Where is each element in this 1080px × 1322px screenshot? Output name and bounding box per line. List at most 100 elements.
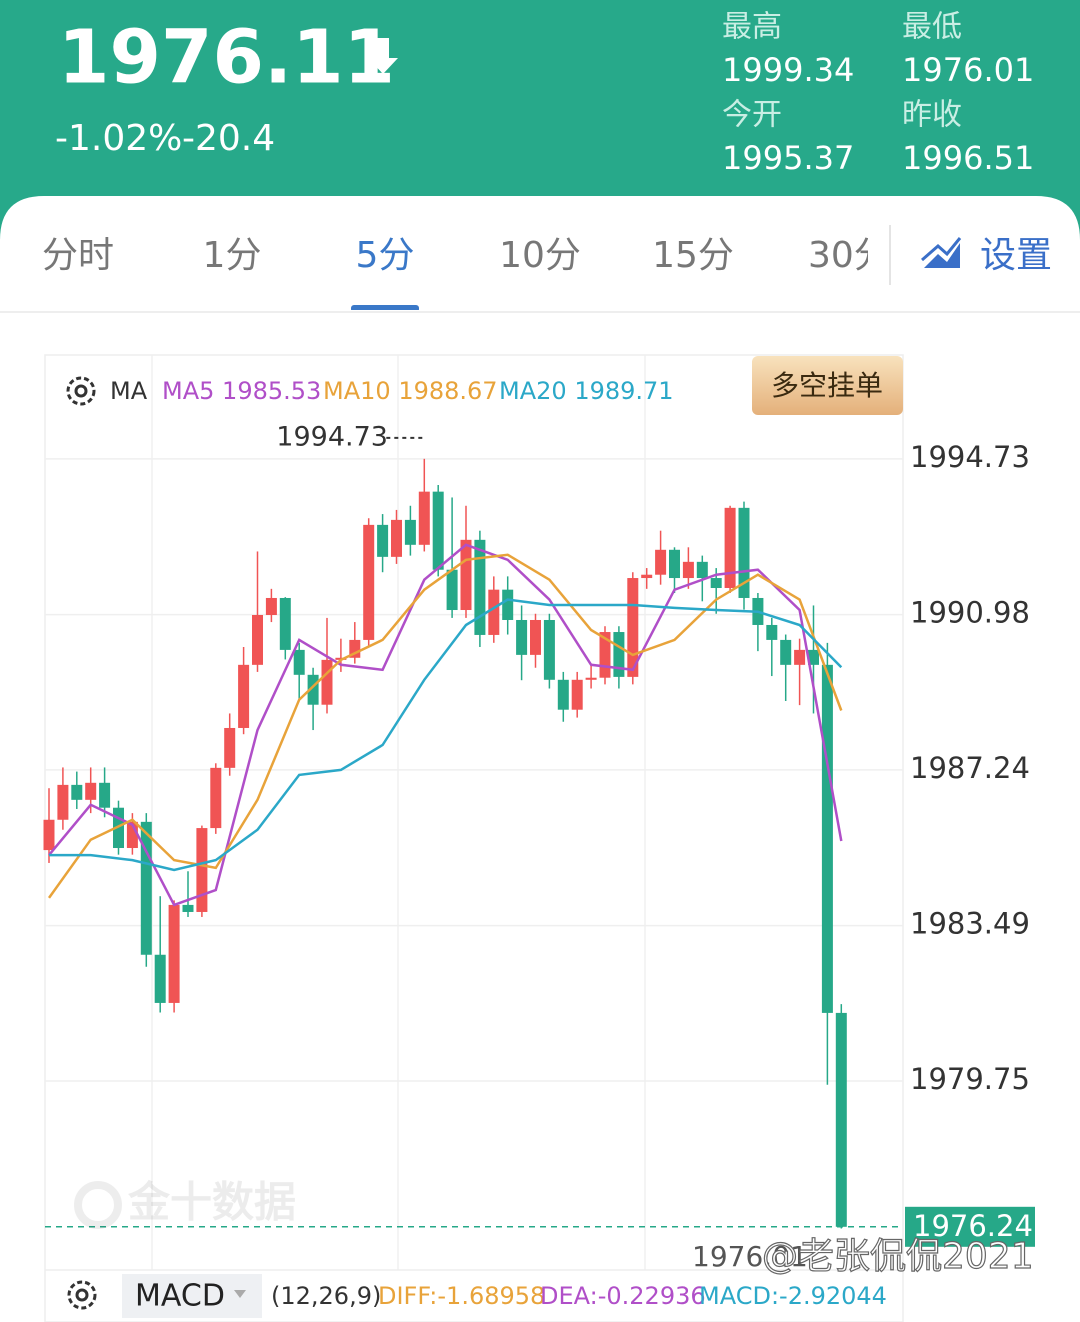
candle-body xyxy=(238,664,250,728)
y-tick-label: 1987.24 xyxy=(910,751,1030,785)
candle-body xyxy=(307,674,319,705)
candle-body xyxy=(780,639,792,665)
candle-body xyxy=(57,784,69,820)
stat-value: 1996.51 xyxy=(902,139,1034,177)
candle-body xyxy=(418,491,430,545)
candle-body xyxy=(530,619,541,655)
candle-body xyxy=(682,561,694,579)
change: -20.4 xyxy=(182,118,275,159)
candle-body xyxy=(43,819,55,851)
legend-value: 1989.71 xyxy=(574,377,673,405)
candle-body xyxy=(696,561,708,579)
indicator-value: DEA:-0.22936 xyxy=(540,1282,706,1310)
indicator-value: DIFF:-1.68958 xyxy=(378,1282,545,1310)
candle-body xyxy=(154,954,166,1003)
chart-icon-line xyxy=(921,237,962,262)
legend-value: 1988.67 xyxy=(398,377,497,405)
candle-body xyxy=(210,767,222,829)
candle-body xyxy=(766,624,778,640)
gear-icon[interactable] xyxy=(66,376,96,406)
stats: 最高 1999.34 最低 1976.01 今开 1995.37 昨收 1996.51 xyxy=(722,10,1034,178)
price: 1976.11 xyxy=(58,15,395,101)
candle-body xyxy=(377,524,389,557)
watermark-logo: 金十数据 xyxy=(127,1178,296,1227)
candle-body xyxy=(738,507,750,598)
candle-body xyxy=(99,782,111,808)
ma-line xyxy=(47,553,843,899)
order-button[interactable] xyxy=(752,356,903,415)
tab[interactable]: 10分 xyxy=(499,235,581,276)
gear-icon-center xyxy=(74,384,88,398)
candle-body xyxy=(182,904,194,912)
candle-body xyxy=(168,904,180,1003)
candle-body xyxy=(655,549,667,575)
candle-body xyxy=(404,519,416,545)
stat-label: 最低 xyxy=(902,10,962,45)
last-price-label: 1976.24 xyxy=(913,1209,1033,1243)
stat-value: 1976.01 xyxy=(902,51,1034,89)
high-label: 1994.73 xyxy=(276,421,388,452)
indicator-bar: MACD (12,26,9) DIFF:-1.68958DEA:-0.22936… xyxy=(67,1274,887,1318)
candle-body xyxy=(627,578,639,677)
dropdown-caret xyxy=(234,1290,246,1298)
candle-body xyxy=(113,807,124,849)
candle-body xyxy=(613,632,625,677)
settings[interactable]: 设置 xyxy=(980,235,1052,276)
candle-body xyxy=(446,569,458,611)
order-button-label[interactable]: 多空挂单 xyxy=(771,369,883,402)
legend-name: MA10 xyxy=(323,377,391,405)
candle-body xyxy=(502,589,514,620)
stat-label: 今开 xyxy=(722,98,782,133)
candle-body xyxy=(794,649,806,665)
candle-body xyxy=(599,632,611,678)
gear-icon[interactable] xyxy=(67,1280,97,1310)
candle-body xyxy=(516,619,528,655)
last-price-box xyxy=(905,1206,1035,1247)
plot: 1994.73 1990.98 1987.24 1983.49 1979.75 1994.… xyxy=(43,421,1035,1247)
tab[interactable]: 分时 xyxy=(42,235,114,276)
tab-indicator xyxy=(351,305,419,310)
tab[interactable]: 1分 xyxy=(203,235,262,276)
panel xyxy=(0,196,1080,1322)
candle-body xyxy=(321,659,333,705)
candle-body xyxy=(279,597,291,650)
ma-label: MA xyxy=(110,377,148,405)
tab[interactable]: 5分 xyxy=(356,235,415,276)
gear-icon-center xyxy=(75,1288,89,1302)
legend-entry: MA10 1988.67 xyxy=(323,377,498,405)
y-tick-label: 1979.75 xyxy=(910,1062,1030,1096)
candle-body xyxy=(196,828,208,912)
candle-body xyxy=(808,649,819,665)
change-pct: -1.02% xyxy=(55,118,182,159)
candle-body xyxy=(488,589,500,635)
tab[interactable]: 30分 xyxy=(808,235,890,276)
stat-label: 昨收 xyxy=(902,98,962,133)
tabs: 分时 1分 5分 10分 15分 30分 xyxy=(42,235,890,310)
candle-body xyxy=(724,507,736,589)
candle-body xyxy=(543,619,555,680)
candle-body xyxy=(71,784,83,800)
candle-body xyxy=(85,782,97,800)
candle-body xyxy=(557,679,569,710)
candle-body xyxy=(252,615,263,665)
stat-value: 1999.34 xyxy=(722,51,854,89)
candle-body xyxy=(432,491,444,570)
y-tick-label: 1983.49 xyxy=(910,907,1030,941)
down-arrow xyxy=(368,38,398,74)
chart-icon[interactable] xyxy=(924,243,960,268)
legend-name: MA5 xyxy=(162,377,214,405)
candle-body xyxy=(460,539,472,611)
indicator-value: MACD:-2.92044 xyxy=(699,1282,887,1310)
legend-name: MA20 xyxy=(499,377,567,405)
tab[interactable]: 15分 xyxy=(652,235,734,276)
candle-body xyxy=(641,574,653,579)
ma-legend: MA MA5 1985.53 MA10 1988.67 MA20 1989.71 xyxy=(66,376,674,406)
watermark-user: @老张侃侃2021 xyxy=(762,1236,1034,1277)
candle-body xyxy=(710,578,722,589)
candle-body xyxy=(363,524,375,640)
candle-body xyxy=(293,649,305,675)
candle-body xyxy=(391,519,402,557)
indicator-name[interactable]: MACD xyxy=(135,1279,225,1314)
candle-body xyxy=(571,679,583,710)
